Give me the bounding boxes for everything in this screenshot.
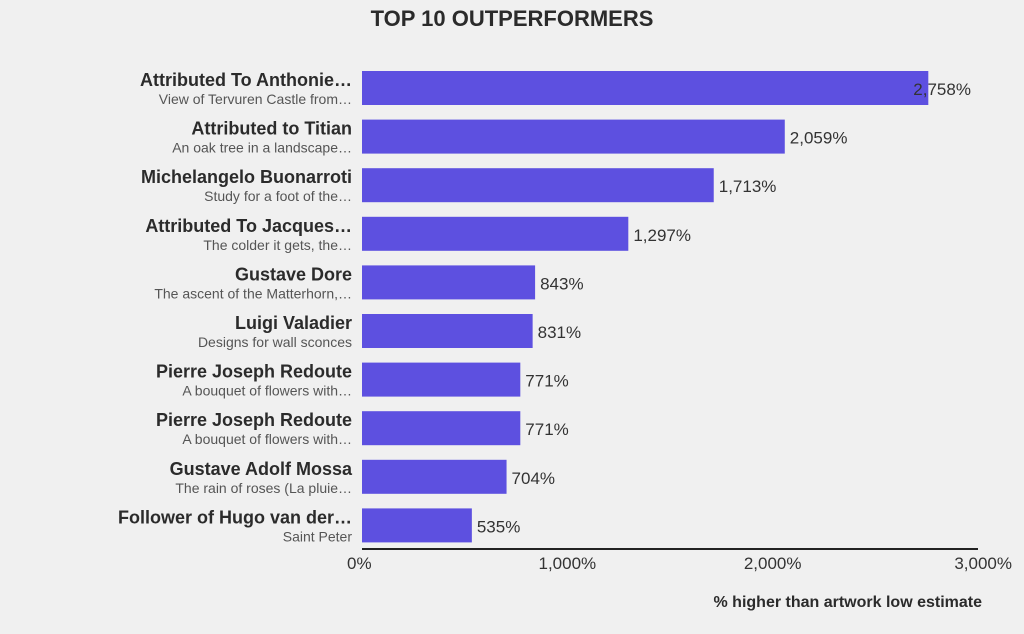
artwork-label: View of Tervuren Castle from… xyxy=(159,91,352,107)
artwork-label: The ascent of the Matterhorn,… xyxy=(154,285,352,301)
artwork-label: The rain of roses (La pluie… xyxy=(175,480,352,496)
bar xyxy=(362,314,533,348)
bar xyxy=(362,362,521,397)
value-label: 1,297% xyxy=(633,226,691,245)
artist-label: Michelangelo Buonarroti xyxy=(141,167,352,187)
bar xyxy=(362,459,507,494)
tick-label: 1,000% xyxy=(538,554,596,573)
artist-label: Pierre Joseph Redoute xyxy=(156,362,352,382)
artist-label: Attributed To Jacques… xyxy=(145,216,352,236)
artist-label: Attributed To Anthonie… xyxy=(140,70,352,90)
artwork-label: A bouquet of flowers with… xyxy=(182,431,352,447)
value-label: 704% xyxy=(512,469,555,488)
tick-label: 2,000% xyxy=(744,554,802,573)
bar xyxy=(362,508,472,543)
bar-row: Follower of Hugo van der…Saint Peter 535% xyxy=(118,507,520,544)
bar xyxy=(362,411,521,446)
value-label: 831% xyxy=(538,323,581,342)
value-label: 2,758% xyxy=(913,80,971,99)
bar-row: Attributed To Jacques…The colder it gets… xyxy=(145,216,691,253)
bar-row: Attributed To Anthonie…View of Tervuren … xyxy=(140,70,971,107)
value-label: 2,059% xyxy=(790,129,848,148)
artist-label: Gustave Adolf Mossa xyxy=(170,459,353,479)
artist-label: Follower of Hugo van der… xyxy=(118,507,352,527)
artwork-label: Designs for wall sconces xyxy=(198,334,352,350)
artist-label: Luigi Valadier xyxy=(235,313,352,333)
artist-label: Attributed to Titian xyxy=(191,119,352,139)
chart-title: TOP 10 OUTPERFORMERS xyxy=(371,6,654,31)
value-label: 1,713% xyxy=(719,177,777,196)
value-label: 535% xyxy=(477,517,520,536)
artwork-label: Saint Peter xyxy=(283,528,353,544)
value-label: 771% xyxy=(525,420,568,439)
bar xyxy=(362,119,785,154)
bar xyxy=(362,265,536,300)
bars: Attributed To Anthonie…View of Tervuren … xyxy=(118,70,971,544)
bar xyxy=(362,216,629,251)
artist-label: Pierre Joseph Redoute xyxy=(156,410,352,430)
artwork-label: The colder it gets, the… xyxy=(203,237,352,253)
value-label: 843% xyxy=(540,274,583,293)
x-axis-ticks: 0% 1,000% 2,000% 3,000% xyxy=(347,554,1012,573)
bar xyxy=(362,71,929,105)
artwork-label: A bouquet of flowers with… xyxy=(182,383,352,399)
artist-label: Gustave Dore xyxy=(235,264,352,284)
artwork-label: An oak tree in a landscape… xyxy=(172,140,352,156)
tick-label: 0% xyxy=(347,554,372,573)
bar xyxy=(362,168,714,203)
x-axis-label: % higher than artwork low estimate xyxy=(714,594,983,611)
tick-label: 3,000% xyxy=(954,554,1012,573)
artwork-label: Study for a foot of the… xyxy=(204,188,352,204)
value-label: 771% xyxy=(525,372,568,391)
